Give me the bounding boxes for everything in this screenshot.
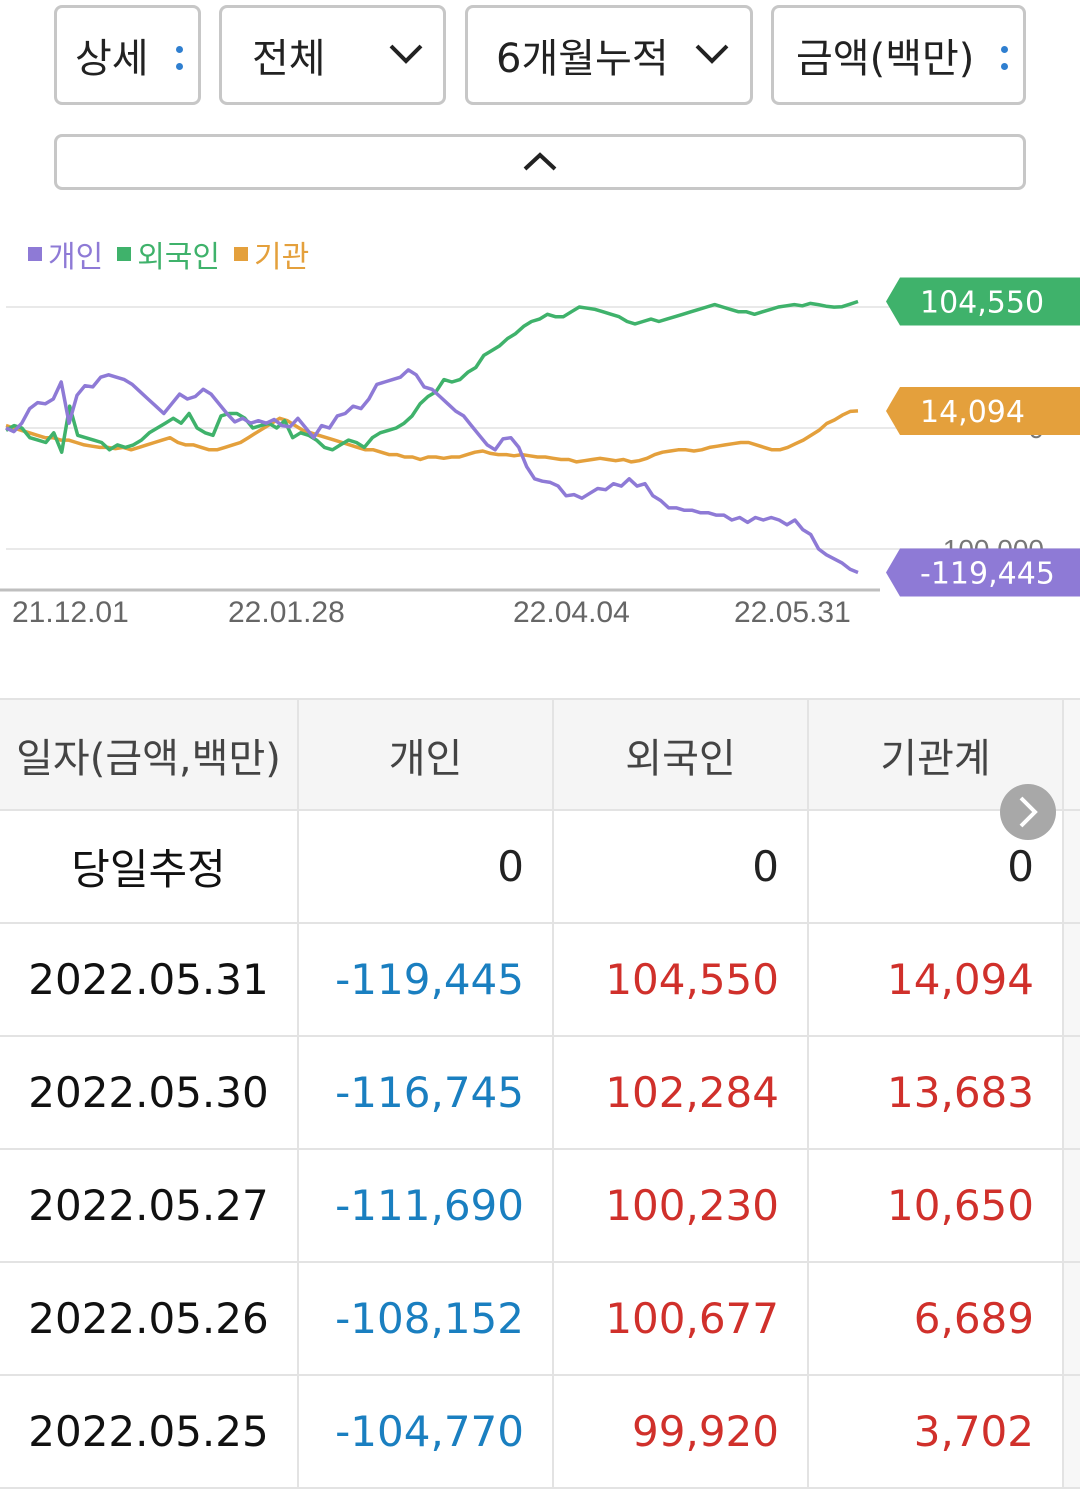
table-row[interactable]: 2022.05.30 -116,745 102,284 13,683: [0, 1037, 1080, 1150]
view-mode-select[interactable]: 상세: [54, 5, 201, 105]
legend-item-foreign[interactable]: 외국인: [117, 232, 220, 276]
view-mode-label: 상세: [75, 36, 149, 82]
last-value-label-individual: -119,445: [920, 557, 1055, 592]
header-overflow: [1064, 700, 1080, 809]
table-row[interactable]: 2022.05.26 -108,152 100,677 6,689: [0, 1263, 1080, 1376]
row-institution: 3,702: [809, 1376, 1064, 1487]
series-line-institution: [5, 409, 859, 464]
header-institution: 기관계: [809, 700, 1064, 809]
row-date: 2022.05.26: [0, 1263, 299, 1374]
row-institution: 0: [809, 811, 1064, 922]
last-value-tag-institution: [886, 386, 1080, 435]
scroll-right-button[interactable]: [1000, 784, 1056, 840]
chevron-up-icon: [523, 152, 557, 171]
row-individual: -111,690: [299, 1150, 554, 1261]
x-tick-label: 22.01.28: [228, 596, 345, 629]
filter-toolbar: 상세 전체 6개월누적 금액(백만): [0, 0, 1080, 110]
row-institution: 6,689: [809, 1263, 1064, 1374]
row-foreign: 100,677: [554, 1263, 809, 1374]
legend-swatch-individual: [28, 247, 42, 261]
investor-trading-table: 일자(금액,백만) 개인 외국인 기관계 당일추정 0 0 0 2022.05.31 -1…: [0, 698, 1080, 1489]
last-value-label-institution: 14,094: [920, 395, 1025, 430]
legend-item-individual[interactable]: 개인: [28, 232, 103, 276]
row-foreign: 99,920: [554, 1376, 809, 1487]
legend-label-institution: 기관: [254, 240, 310, 275]
row-date: 2022.05.31: [0, 924, 299, 1035]
unit-select[interactable]: 금액(백만): [771, 5, 1026, 105]
row-individual: -108,152: [299, 1263, 554, 1374]
x-tick-label: 22.05.31: [734, 596, 851, 629]
row-individual: -116,745: [299, 1037, 554, 1148]
series-line-individual: [5, 368, 859, 575]
row-date: 당일추정: [0, 811, 299, 922]
header-date: 일자(금액,백만): [0, 700, 299, 809]
row-individual: 0: [299, 811, 554, 922]
row-foreign: 100,230: [554, 1150, 809, 1261]
chevron-right-icon: [1019, 796, 1038, 828]
chevron-down-icon: [695, 44, 729, 64]
table-body: 당일추정 0 0 0 2022.05.31 -119,445 104,550 14,094 20…: [0, 811, 1080, 1489]
row-individual: -119,445: [299, 924, 554, 1035]
table-header-row: 일자(금액,백만) 개인 외국인 기관계: [0, 698, 1080, 811]
table-row[interactable]: 당일추정 0 0 0: [0, 811, 1080, 924]
table-row[interactable]: 2022.05.25 -104,770 99,920 3,702: [0, 1376, 1080, 1489]
row-date: 2022.05.30: [0, 1037, 299, 1148]
chart-legend: 개인 외국인 기관: [28, 232, 309, 276]
more-dots-icon: [1001, 46, 1009, 80]
row-foreign: 0: [554, 811, 809, 922]
header-foreign: 외국인: [554, 700, 809, 809]
row-institution: 14,094: [809, 924, 1064, 1035]
chevron-down-icon: [389, 44, 423, 64]
legend-swatch-foreign: [117, 247, 132, 261]
last-value-tag-individual: [886, 548, 1080, 597]
row-overflow: [1064, 811, 1080, 922]
legend-label-individual: 개인: [48, 240, 104, 275]
row-foreign: 102,284: [554, 1037, 809, 1148]
row-institution: 10,650: [809, 1150, 1064, 1261]
scope-select[interactable]: 전체: [219, 5, 446, 105]
row-institution: 13,683: [809, 1037, 1064, 1148]
period-label: 6개월누적: [496, 36, 669, 82]
table-row[interactable]: 2022.05.27 -111,690 100,230 10,650: [0, 1150, 1080, 1263]
scope-label: 전체: [252, 36, 326, 82]
x-tick-label: 22.04.04: [513, 596, 630, 629]
series-line-foreign: [5, 299, 859, 454]
last-value-label-foreign: 104,550: [920, 285, 1044, 320]
row-overflow: [1064, 924, 1080, 1035]
cumulative-net-buy-chart: 100,0000-100,000-119,445104,55014,09421.…: [0, 277, 1080, 629]
collapse-filters-button[interactable]: [54, 134, 1026, 190]
legend-label-foreign: 외국인: [137, 240, 221, 275]
row-overflow: [1064, 1150, 1080, 1261]
x-tick-label: 21.12.01: [12, 596, 129, 629]
legend-swatch-institution: [234, 247, 249, 261]
row-overflow: [1064, 1037, 1080, 1148]
legend-item-institution[interactable]: 기관: [234, 232, 309, 276]
more-dots-icon: [176, 46, 184, 80]
row-date: 2022.05.27: [0, 1150, 299, 1261]
header-individual: 개인: [299, 700, 554, 809]
row-overflow: [1064, 1376, 1080, 1487]
period-select[interactable]: 6개월누적: [465, 5, 753, 105]
table-row[interactable]: 2022.05.31 -119,445 104,550 14,094: [0, 924, 1080, 1037]
unit-label: 금액(백만): [796, 36, 975, 82]
row-foreign: 104,550: [554, 924, 809, 1035]
last-value-tag-foreign: [886, 277, 1080, 326]
row-date: 2022.05.25: [0, 1376, 299, 1487]
row-individual: -104,770: [299, 1376, 554, 1487]
row-overflow: [1064, 1263, 1080, 1374]
